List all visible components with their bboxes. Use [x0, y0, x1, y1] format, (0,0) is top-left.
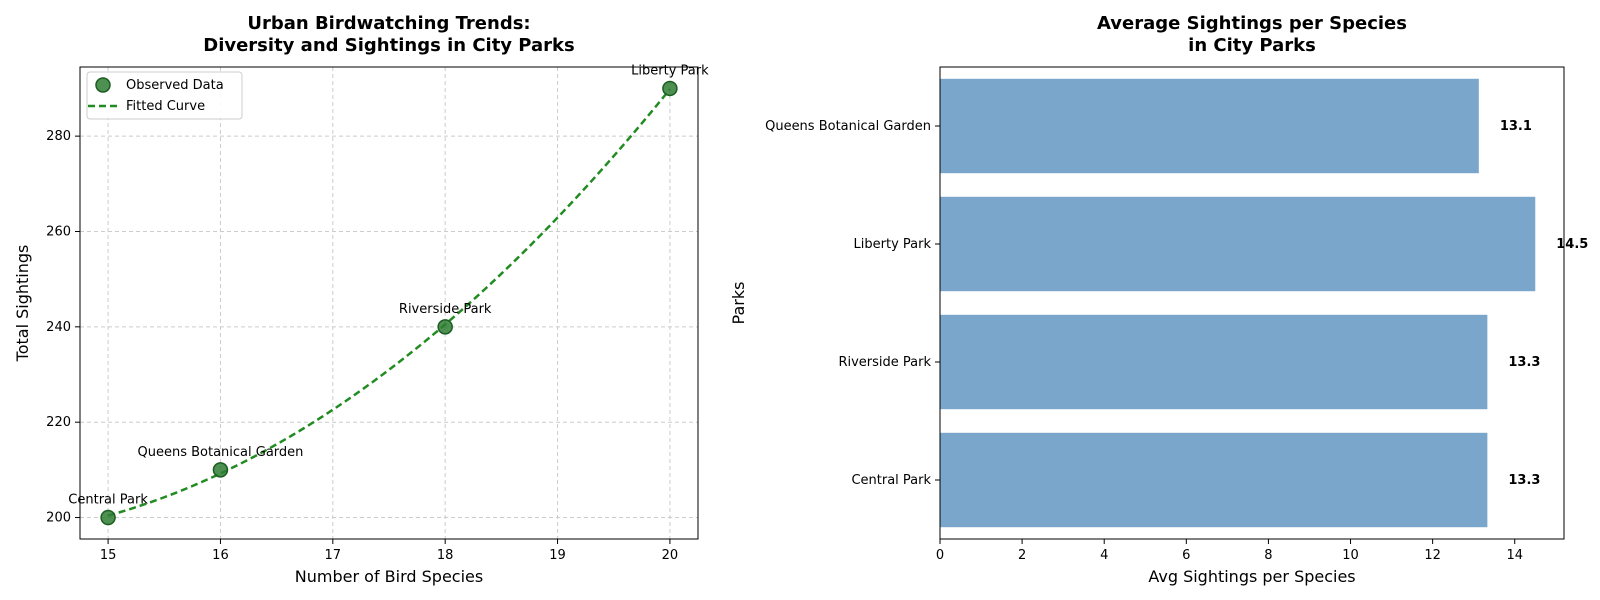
- y-tick-label: 280: [46, 129, 71, 144]
- data-point: [100, 509, 116, 526]
- bar-chart: 0 2 4 6 8 10 12 14 Central Park 13.3 Riverside Par…: [729, 13, 1588, 586]
- y-axis-label: Parks: [729, 282, 748, 325]
- chart-title-line-2: in City Parks: [1188, 35, 1316, 56]
- category-label: Queens Botanical Garden: [765, 119, 931, 134]
- bar: [940, 196, 1536, 292]
- bar: [940, 78, 1479, 174]
- bar-value-label: 14.5: [1556, 237, 1588, 252]
- category-label: Riverside Park: [838, 355, 931, 370]
- chart-title-line-1: Average Sightings per Species: [1097, 13, 1407, 34]
- legend-label-observed: Observed Data: [126, 78, 224, 93]
- x-tick-label: 0: [936, 548, 944, 563]
- bar-value-label: 13.3: [1508, 473, 1540, 488]
- scatter-chart: 15 16 17 18 19 20 200 220 240 260 280 Central Park Q…: [13, 13, 709, 586]
- category-label: Central Park: [851, 473, 931, 488]
- bar: [940, 314, 1488, 410]
- data-point-label: Liberty Park: [631, 63, 709, 78]
- bar: [940, 432, 1488, 528]
- y-tick-label: 200: [46, 511, 71, 526]
- x-tick-label: 20: [662, 548, 679, 563]
- x-axis-label: Number of Bird Species: [295, 567, 483, 586]
- x-axis-label: Avg Sightings per Species: [1148, 567, 1355, 586]
- x-tick-label: 10: [1342, 548, 1359, 563]
- legend: Observed Data Fitted Curve: [86, 71, 243, 120]
- y-axis-label: Total Sightings: [13, 245, 32, 363]
- data-point: [662, 80, 678, 97]
- legend-marker-observed: [95, 77, 111, 93]
- plot-frame: [939, 66, 1565, 540]
- legend-box: [86, 71, 243, 120]
- chart-title-line-1: Urban Birdwatching Trends:: [247, 13, 530, 34]
- x-tick-label: 2: [1018, 548, 1026, 563]
- x-tick-label: 6: [1182, 548, 1190, 563]
- y-tick-label: 220: [46, 415, 71, 430]
- x-tick-label: 8: [1264, 548, 1272, 563]
- category-label: Liberty Park: [854, 237, 932, 252]
- x-tick-label: 17: [325, 548, 342, 563]
- data-point: [212, 462, 229, 478]
- data-point: [437, 319, 453, 335]
- bar-value-label: 13.3: [1508, 355, 1540, 370]
- chart-title-line-2: Diversity and Sightings in City Parks: [203, 35, 574, 56]
- x-tick-label: 4: [1100, 548, 1108, 563]
- y-tick-label: 260: [46, 224, 71, 239]
- data-point-label: Central Park: [68, 493, 148, 508]
- x-tick-label: 16: [212, 548, 229, 563]
- plot-frame: [79, 66, 699, 540]
- x-tick-label: 14: [1506, 548, 1523, 563]
- x-tick-label: 18: [437, 548, 454, 563]
- bar-value-label: 13.1: [1500, 119, 1532, 134]
- y-tick-label: 240: [46, 320, 71, 335]
- fitted-curve-line: [107, 88, 671, 517]
- data-point-label: Riverside Park: [399, 302, 492, 317]
- data-point-label: Queens Botanical Garden: [138, 445, 304, 460]
- x-tick-label: 19: [549, 548, 566, 563]
- x-tick-label: 12: [1424, 548, 1441, 563]
- legend-label-curve: Fitted Curve: [126, 99, 205, 114]
- x-tick-label: 15: [100, 548, 117, 563]
